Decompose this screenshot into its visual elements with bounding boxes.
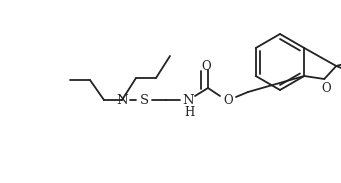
Text: H: H: [184, 107, 194, 119]
Text: O: O: [223, 94, 233, 107]
Text: N: N: [116, 94, 128, 107]
Text: O: O: [322, 83, 331, 96]
Text: N: N: [182, 94, 194, 107]
Text: O: O: [201, 59, 211, 72]
Text: S: S: [139, 94, 149, 107]
